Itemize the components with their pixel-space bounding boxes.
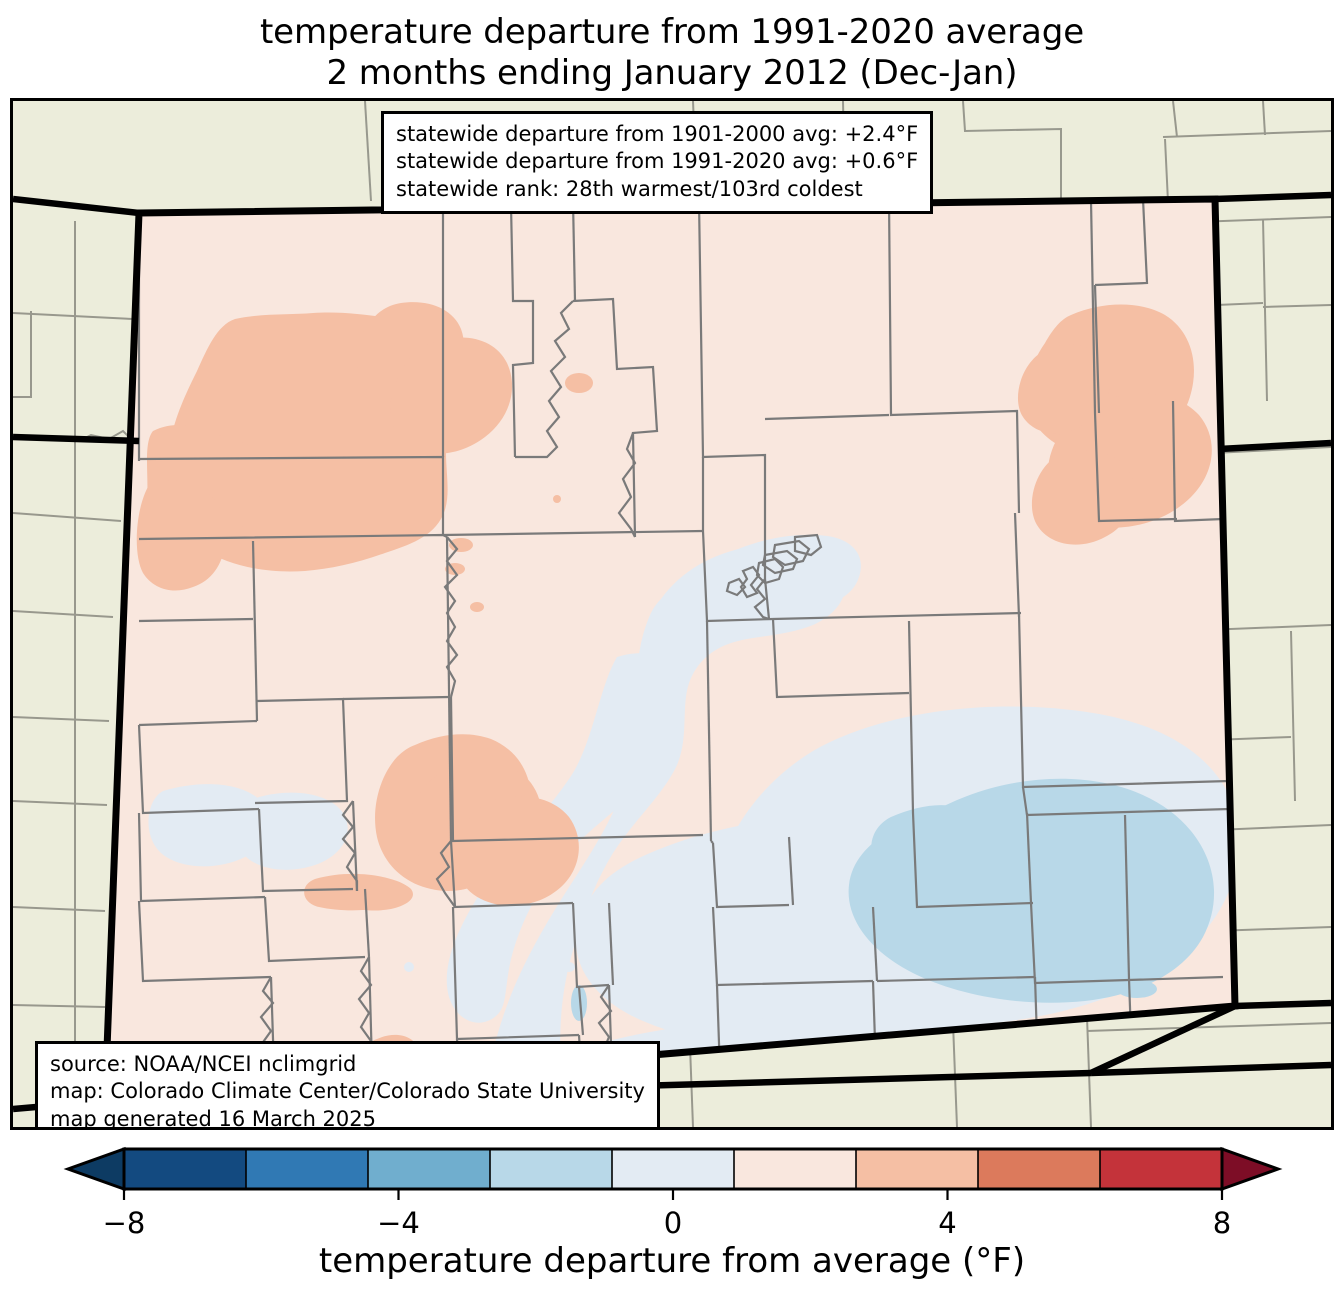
- statewide-stats-box: statewide departure from 1901-2000 avg: …: [381, 111, 934, 214]
- colorbar-segment: [490, 1149, 613, 1189]
- colorbar-segment: [1100, 1149, 1223, 1189]
- colorbar-tick-label: −4: [377, 1206, 420, 1240]
- colorbar-tick-label: −8: [103, 1206, 146, 1240]
- colorbar-segment: [856, 1149, 979, 1189]
- source-line-2: map: Colorado Climate Center/Colorado St…: [50, 1079, 645, 1104]
- colorbar-under-arrow: [63, 1146, 126, 1192]
- title-line-1: temperature departure from 1991-2020 ave…: [259, 12, 1085, 52]
- colorbar-segment: [368, 1149, 491, 1189]
- colorbar-over-arrow: [1220, 1146, 1283, 1192]
- stats-line-3: statewide rank: 28th warmest/103rd colde…: [396, 176, 863, 201]
- source-line-1: source: NOAA/NCEI nclimgrid: [50, 1052, 357, 1076]
- colorbar-segment: [978, 1149, 1101, 1189]
- colorbar-segment: [612, 1149, 735, 1189]
- stats-line-2: statewide departure from 1991-2020 avg: …: [396, 149, 919, 174]
- source-line-3: map generated 16 March 2025: [50, 1106, 377, 1130]
- page-title: temperature departure from 1991-2020 ave…: [0, 12, 1344, 95]
- colorbar-tick-label: 0: [664, 1206, 682, 1240]
- colorbar-panel: −8 −4 0 4 8 temperature departure from avera…: [0, 1143, 1344, 1299]
- colorbar-segment: [734, 1149, 857, 1189]
- colorbar-segment: [246, 1149, 369, 1189]
- colorbar-axis-label: temperature departure from average (°F): [318, 1241, 1026, 1281]
- colorado-choropleth-map: [13, 101, 1331, 1127]
- stats-line-1: statewide departure from 1901-2000 avg: …: [396, 122, 919, 146]
- source-credit-box: source: NOAA/NCEI nclimgrid map: Colorad…: [35, 1041, 660, 1130]
- colorbar-segments: [124, 1149, 1223, 1189]
- title-line-2: 2 months ending January 2012 (Dec-Jan): [326, 53, 1018, 94]
- colorbar-tick-label: 4: [938, 1206, 956, 1240]
- colorbar-tick-label: 8: [1213, 1206, 1231, 1240]
- colorbar-segment: [124, 1149, 247, 1189]
- colorbar-ticks: −8 −4 0 4 8: [103, 1189, 1231, 1240]
- colorbar-extend-arrows: [63, 1146, 1283, 1192]
- colorbar: −8 −4 0 4 8: [63, 1146, 1283, 1240]
- map-panel: statewide departure from 1901-2000 avg: …: [10, 98, 1334, 1130]
